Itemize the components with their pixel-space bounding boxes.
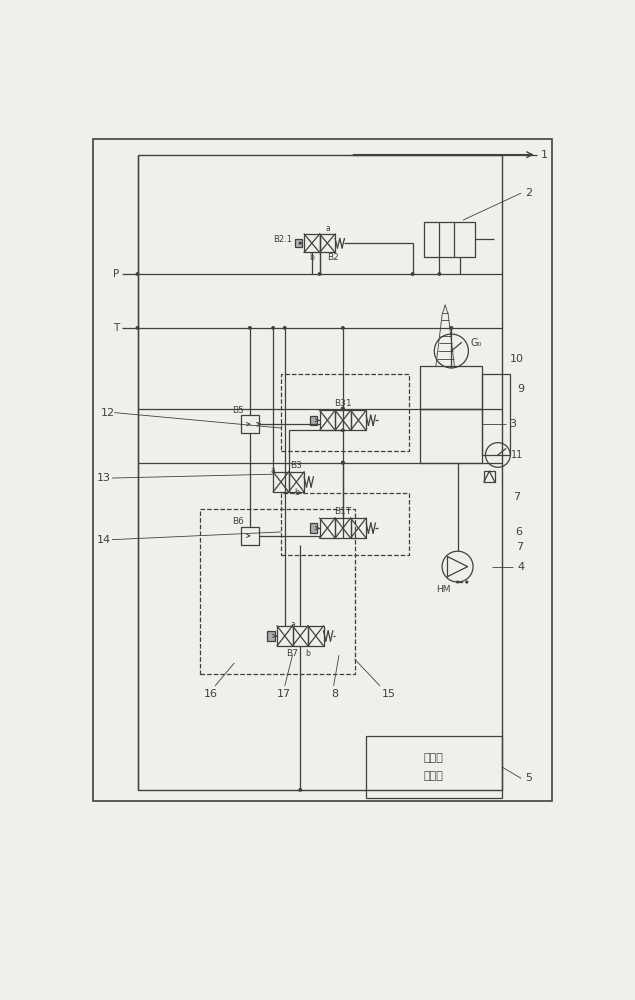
Text: G₀: G₀ (471, 338, 482, 348)
Circle shape (341, 461, 345, 465)
Bar (319, 410, 335, 430)
Text: B5: B5 (232, 406, 244, 415)
Bar (281, 493, 409, 555)
Bar (420, 366, 483, 409)
Text: HM: HM (436, 585, 451, 594)
Text: 触摸屏: 触摸屏 (424, 771, 444, 781)
Text: B7: B7 (286, 649, 298, 658)
Circle shape (248, 326, 252, 330)
Circle shape (318, 272, 321, 276)
Circle shape (465, 580, 469, 584)
Text: a: a (290, 620, 295, 629)
Bar (93, 139, 552, 801)
Circle shape (135, 326, 140, 330)
Bar (199, 509, 354, 674)
Text: 8: 8 (331, 689, 338, 699)
Circle shape (135, 272, 140, 276)
Circle shape (341, 407, 345, 411)
Text: 15: 15 (382, 689, 396, 699)
Circle shape (341, 407, 345, 411)
Bar (293, 626, 308, 646)
Circle shape (411, 272, 415, 276)
Bar (241, 527, 259, 545)
Bar (138, 155, 502, 790)
Text: 6: 6 (516, 527, 523, 537)
Circle shape (438, 272, 441, 276)
Text: a: a (325, 224, 330, 233)
Bar (267, 631, 275, 641)
Bar (273, 472, 289, 492)
Text: P: P (114, 269, 119, 279)
Circle shape (341, 407, 345, 411)
Circle shape (341, 326, 345, 330)
Text: 1: 1 (540, 150, 547, 160)
Bar (308, 626, 323, 646)
Text: B1T: B1T (334, 507, 352, 516)
Text: T: T (114, 323, 119, 333)
Bar (483, 374, 509, 455)
Bar (319, 234, 335, 252)
Circle shape (271, 326, 275, 330)
Bar (335, 410, 351, 430)
Text: a: a (271, 466, 276, 475)
Bar (281, 374, 409, 451)
Text: 7: 7 (516, 542, 523, 552)
Text: 2: 2 (525, 188, 532, 198)
Text: 11: 11 (511, 450, 523, 460)
Circle shape (456, 580, 459, 584)
Bar (304, 234, 319, 252)
Text: B3: B3 (290, 461, 302, 470)
Bar (366, 736, 502, 798)
Text: 4: 4 (518, 562, 525, 572)
Circle shape (283, 326, 286, 330)
Text: B2: B2 (328, 253, 339, 262)
Text: 5: 5 (525, 773, 532, 783)
Bar (289, 472, 304, 492)
Text: 3: 3 (509, 419, 516, 429)
Bar (241, 415, 259, 433)
Bar (277, 626, 293, 646)
Circle shape (298, 788, 302, 792)
Bar (351, 410, 366, 430)
Text: 10: 10 (509, 354, 523, 364)
Circle shape (341, 428, 345, 432)
Text: 电控箱: 电控箱 (424, 753, 444, 763)
Text: 16: 16 (203, 689, 217, 699)
Text: B31: B31 (334, 399, 352, 408)
Text: b: b (309, 253, 314, 262)
Circle shape (450, 326, 453, 330)
Circle shape (298, 242, 302, 245)
Bar (319, 518, 335, 538)
Bar (309, 416, 318, 425)
Text: 17: 17 (277, 689, 291, 699)
Bar (351, 518, 366, 538)
Bar (295, 239, 302, 247)
Bar (424, 222, 474, 257)
Text: b: b (305, 649, 311, 658)
Text: 13: 13 (97, 473, 110, 483)
Text: 7: 7 (513, 492, 521, 502)
Bar (309, 523, 318, 533)
Bar (420, 409, 483, 463)
Circle shape (341, 461, 345, 465)
Text: 9: 9 (518, 384, 525, 394)
Text: B6: B6 (232, 517, 244, 526)
Text: 12: 12 (101, 408, 115, 418)
Text: b: b (294, 488, 299, 497)
Text: 14: 14 (97, 535, 110, 545)
Text: B2.1: B2.1 (274, 235, 293, 244)
Bar (335, 518, 351, 538)
Bar (484, 471, 495, 482)
